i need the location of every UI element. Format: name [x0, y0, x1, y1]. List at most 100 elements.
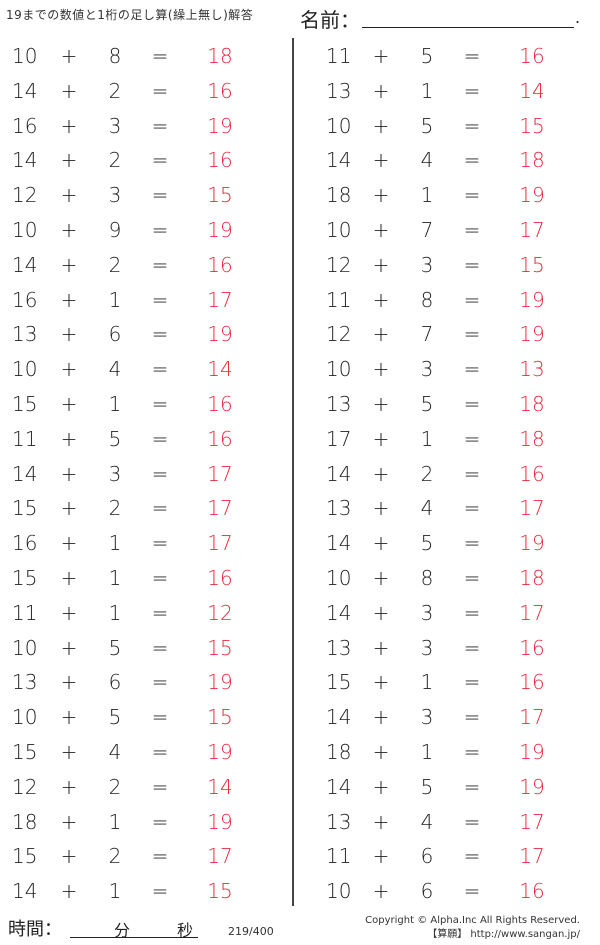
- plus-sign: +: [60, 461, 78, 486]
- second-number: 1: [108, 566, 122, 590]
- answer: 16: [519, 461, 545, 486]
- plus-sign: +: [372, 113, 390, 138]
- plus-sign: +: [372, 740, 390, 764]
- second-number: 5: [108, 426, 122, 451]
- equals-sign: =: [151, 635, 169, 660]
- equals-sign: =: [151, 44, 169, 68]
- time-field[interactable]: [70, 937, 198, 938]
- answer: 16: [519, 635, 545, 660]
- answer: 19: [207, 670, 233, 695]
- answer: 16: [207, 426, 233, 451]
- equals-sign: =: [463, 531, 481, 556]
- plus-sign: +: [372, 809, 390, 834]
- name-field[interactable]: [362, 27, 574, 28]
- equals-sign: =: [463, 879, 481, 904]
- equals-sign: =: [151, 287, 169, 312]
- equals-sign: =: [463, 844, 481, 869]
- first-number: 14: [12, 252, 38, 277]
- first-number: 13: [326, 78, 352, 103]
- first-number: 14: [326, 600, 352, 625]
- first-number: 14: [12, 78, 38, 103]
- plus-sign: +: [60, 44, 78, 68]
- answer: 16: [207, 566, 233, 590]
- answer: 16: [207, 252, 233, 277]
- first-number: 13: [12, 322, 38, 347]
- second-number: 4: [108, 740, 122, 764]
- plus-sign: +: [60, 635, 78, 660]
- equals-sign: =: [151, 322, 169, 347]
- second-number: 4: [108, 357, 122, 382]
- name-label: 名前：: [300, 8, 360, 32]
- answer: 16: [207, 392, 233, 416]
- first-number: 10: [12, 44, 38, 68]
- answer: 17: [519, 218, 545, 242]
- second-number: 4: [420, 496, 434, 521]
- plus-sign: +: [372, 426, 390, 451]
- first-number: 15: [12, 740, 38, 764]
- equals-sign: =: [151, 879, 169, 904]
- second-number: 7: [420, 322, 434, 347]
- equals-sign: =: [463, 113, 481, 138]
- first-number: 16: [12, 287, 38, 312]
- copyright: Copyright © Alpha.Inc All Rights Reserve…: [365, 914, 580, 942]
- equals-sign: =: [463, 635, 481, 660]
- plus-sign: +: [372, 774, 390, 799]
- answer: 17: [207, 531, 233, 556]
- second-number: 1: [420, 740, 434, 764]
- first-number: 15: [12, 844, 38, 869]
- second-number: 1: [420, 78, 434, 103]
- plus-sign: +: [372, 844, 390, 869]
- plus-sign: +: [372, 357, 390, 382]
- plus-sign: +: [60, 740, 78, 764]
- second-number: 6: [420, 879, 434, 904]
- plus-sign: +: [60, 600, 78, 625]
- worksheet-title: 19までの数値と1桁の足し算(繰上無し)解答: [6, 8, 254, 22]
- first-number: 18: [326, 740, 352, 764]
- answer: 19: [207, 809, 233, 834]
- plus-sign: +: [60, 357, 78, 382]
- first-number: 14: [326, 148, 352, 173]
- answer: 19: [207, 740, 233, 764]
- first-number: 11: [12, 600, 38, 625]
- second-number: 3: [420, 357, 434, 382]
- equals-sign: =: [151, 357, 169, 382]
- second-number: 6: [420, 844, 434, 869]
- plus-sign: +: [60, 531, 78, 556]
- equals-sign: =: [151, 183, 169, 208]
- second-number: 8: [420, 287, 434, 312]
- site-link[interactable]: 【算願】 http://www.sangan.jp/: [427, 929, 580, 940]
- equals-sign: =: [151, 461, 169, 486]
- plus-sign: +: [60, 183, 78, 208]
- answer: 16: [519, 44, 545, 68]
- plus-sign: +: [372, 670, 390, 695]
- answer: 15: [207, 635, 233, 660]
- equals-sign: =: [151, 426, 169, 451]
- second-number: 8: [420, 566, 434, 590]
- second-number: 2: [108, 844, 122, 869]
- equals-sign: =: [463, 496, 481, 521]
- equals-sign: =: [463, 670, 481, 695]
- second-number: 3: [420, 705, 434, 730]
- first-number: 14: [326, 774, 352, 799]
- first-number: 10: [12, 218, 38, 242]
- first-number: 10: [326, 357, 352, 382]
- answer: 17: [519, 496, 545, 521]
- second-number: 1: [108, 531, 122, 556]
- equals-sign: =: [463, 287, 481, 312]
- first-number: 14: [12, 879, 38, 904]
- second-number: 2: [108, 774, 122, 799]
- second-number: 3: [108, 113, 122, 138]
- plus-sign: +: [372, 183, 390, 208]
- first-number: 16: [12, 113, 38, 138]
- plus-sign: +: [60, 218, 78, 242]
- second-number: 2: [108, 148, 122, 173]
- answer: 17: [519, 705, 545, 730]
- first-number: 11: [326, 287, 352, 312]
- first-number: 10: [326, 566, 352, 590]
- answer: 18: [207, 44, 233, 68]
- first-number: 15: [12, 496, 38, 521]
- second-number: 3: [108, 461, 122, 486]
- first-number: 13: [326, 496, 352, 521]
- plus-sign: +: [60, 879, 78, 904]
- answer: 19: [207, 113, 233, 138]
